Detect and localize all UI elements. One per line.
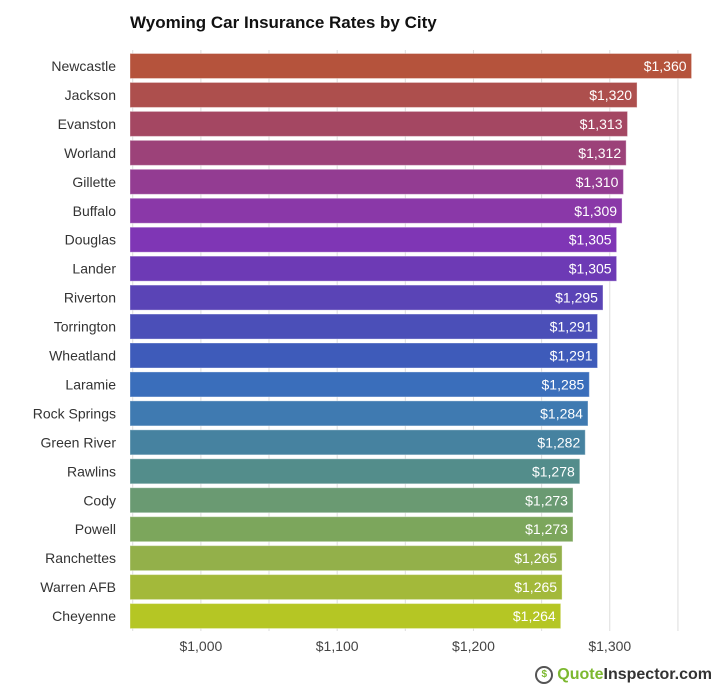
bar [129,313,599,340]
value-label: $1,285 [542,376,585,392]
value-label: $1,264 [513,608,556,624]
bar [129,574,563,601]
value-label: $1,291 [550,348,593,364]
category-label: Powell [75,521,116,537]
category-label: Green River [41,434,117,450]
category-label: Rock Springs [33,405,116,421]
chart-title: Wyoming Car Insurance Rates by City [130,13,437,32]
value-label: $1,295 [555,290,598,306]
value-label: $1,282 [537,434,580,450]
category-label: Wheatland [49,348,116,364]
category-label: Warren AFB [40,579,116,595]
category-label: Rawlins [67,463,116,479]
category-label: Lander [72,261,116,277]
bar [129,168,624,195]
brand-part2: Inspector.com [603,666,712,683]
bar [129,429,586,456]
bar [129,458,581,485]
brand-logo: $ QuoteInspector.com [535,666,712,684]
category-label: Cody [83,492,116,508]
category-label: Laramie [65,376,116,392]
value-label: $1,291 [550,319,593,335]
value-label: $1,265 [514,550,557,566]
category-label: Worland [64,145,116,161]
x-tick-label: $1,000 [179,638,222,654]
bar [129,371,590,398]
bar [129,110,628,137]
bar [129,81,638,108]
brand-part1: Quote [557,666,604,683]
x-tick-label: $1,200 [452,638,495,654]
value-label: $1,313 [580,116,623,132]
bar [129,255,618,282]
value-label: $1,273 [525,492,568,508]
bar [129,400,589,427]
bar [129,342,599,369]
value-label: $1,309 [574,203,617,219]
value-label: $1,312 [578,145,621,161]
bar [129,226,618,253]
bar [129,603,562,630]
category-label: Douglas [65,232,116,248]
bar [129,516,574,543]
category-label: Buffalo [73,203,117,219]
category-label: Evanston [58,116,116,132]
bar [129,545,563,572]
value-label: $1,305 [569,261,612,277]
value-label: $1,305 [569,232,612,248]
x-tick-label: $1,100 [316,638,359,654]
bar [129,53,693,79]
bar [129,197,623,224]
bar [129,284,604,311]
value-label: $1,320 [589,87,632,103]
category-label: Cheyenne [52,608,116,624]
value-label: $1,265 [514,579,557,595]
category-label: Jackson [65,87,116,103]
value-label: $1,273 [525,521,568,537]
category-label: Newcastle [51,58,116,74]
category-label: Gillette [72,174,116,190]
x-tick-label: $1,300 [588,638,631,654]
value-label: $1,278 [532,463,575,479]
bar [129,487,574,514]
value-label: $1,360 [644,58,687,74]
category-label: Ranchettes [45,550,116,566]
value-label: $1,284 [540,405,583,421]
bar [129,139,627,166]
value-label: $1,310 [576,174,619,190]
category-label: Riverton [64,290,116,306]
category-label: Torrington [54,319,116,335]
dollar-magnifier-icon: $ [535,666,554,684]
